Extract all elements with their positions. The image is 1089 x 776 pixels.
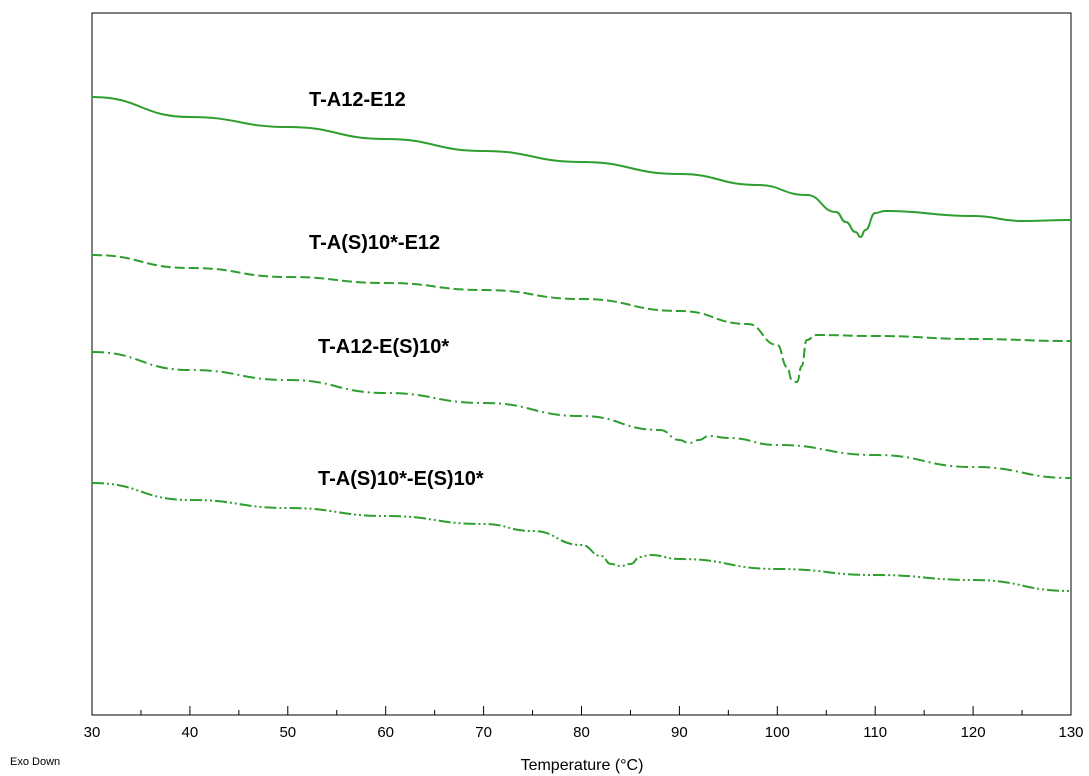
curve-series-2 bbox=[91, 254, 1072, 384]
x-tick-label: 50 bbox=[279, 724, 296, 741]
curve-series-4 bbox=[91, 482, 1072, 592]
x-tick-label: 90 bbox=[671, 724, 688, 741]
series-label-1: T-A12-E12 bbox=[309, 89, 406, 111]
curve-series-1 bbox=[91, 96, 1072, 239]
x-tick-label: 70 bbox=[475, 724, 492, 741]
series-label-4: T-A(S)10*-E(S)10* bbox=[318, 468, 484, 490]
x-tick-label: 40 bbox=[182, 724, 199, 741]
x-tick-label: 80 bbox=[573, 724, 590, 741]
x-tick-label: 130 bbox=[1058, 724, 1083, 741]
series-labels: T-A12-E12 T-A(S)10*-E12 T-A12-E(S)10* T-A(S… bbox=[309, 89, 484, 490]
x-axis-title: Temperature (°C) bbox=[521, 757, 644, 774]
curves bbox=[91, 96, 1072, 592]
x-tick-label: 60 bbox=[377, 724, 394, 741]
curve-series-3 bbox=[91, 351, 1072, 479]
exo-down-note: Exo Down bbox=[10, 756, 60, 768]
x-tick-label: 30 bbox=[84, 724, 101, 741]
x-tick-label: 120 bbox=[961, 724, 986, 741]
series-label-2: T-A(S)10*-E12 bbox=[309, 232, 440, 254]
x-axis-tick-labels: 30 40 50 60 70 80 90 100 110 120 130 bbox=[84, 724, 1084, 741]
series-label-3: T-A12-E(S)10* bbox=[318, 336, 449, 358]
x-axis-ticks bbox=[91, 706, 1072, 715]
plot-frame bbox=[91, 12, 1072, 716]
x-tick-label: 100 bbox=[765, 724, 790, 741]
x-tick-label: 110 bbox=[863, 724, 887, 741]
